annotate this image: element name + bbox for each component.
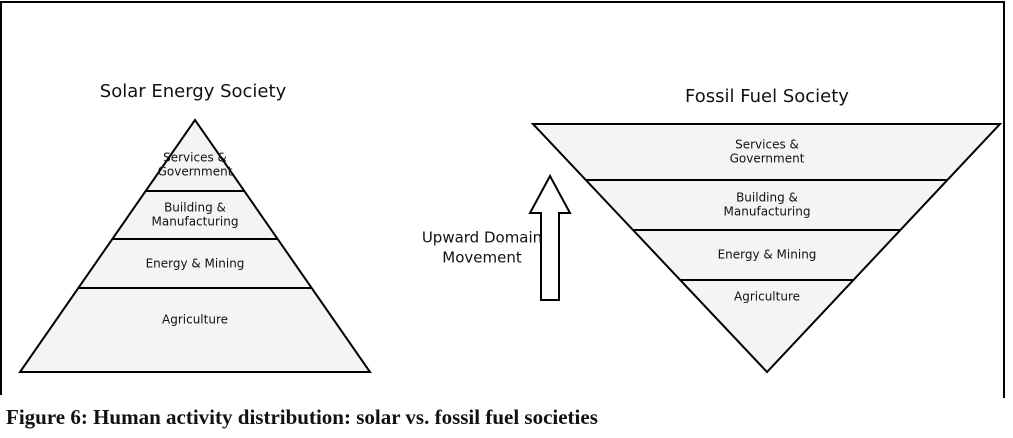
layer-label: Building & [164, 201, 226, 215]
layer-label: Agriculture [162, 313, 228, 327]
layer-label: Agriculture [734, 290, 800, 304]
layer-label: Services & [735, 138, 799, 152]
arrow-label: Movement [442, 249, 522, 267]
layer-label: Services & [163, 151, 227, 165]
layer-label: Government [730, 152, 805, 166]
layer-label: Energy & Mining [718, 248, 817, 262]
layer-label: Government [158, 165, 233, 179]
left-title: Solar Energy Society [100, 81, 287, 102]
layer-label: Manufacturing [152, 215, 239, 229]
frame [0, 1, 1005, 398]
layer-label: Building & [736, 191, 798, 205]
layer-label: Energy & Mining [146, 257, 245, 271]
right-title: Fossil Fuel Society [685, 86, 849, 107]
inverted-pyramid [530, 123, 1003, 374]
arrow-label: Upward Domain [422, 229, 542, 247]
caption: Figure 6: Human activity distribution: s… [6, 405, 598, 429]
pyramid [18, 118, 372, 373]
layer-label: Manufacturing [724, 205, 811, 219]
arrow [528, 173, 572, 301]
